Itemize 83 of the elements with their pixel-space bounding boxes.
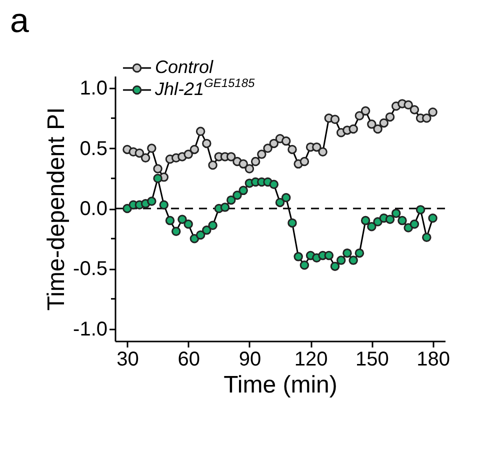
point: [226, 195, 236, 205]
point: [404, 100, 413, 110]
y-axis-title: Time-dependent PI: [43, 107, 70, 311]
point: [184, 150, 193, 159]
point: [294, 252, 303, 262]
point: [360, 216, 370, 226]
x-tick-label: 150: [355, 348, 389, 370]
point: [312, 142, 322, 152]
point: [244, 164, 254, 174]
chart-title: a: [10, 2, 29, 40]
point: [428, 108, 438, 117]
point: [360, 106, 370, 116]
point: [300, 156, 310, 166]
point: [330, 114, 340, 124]
point: [398, 216, 407, 226]
point: [379, 118, 389, 128]
point: [367, 120, 376, 129]
point: [318, 147, 328, 156]
point: [159, 200, 169, 210]
point: [202, 138, 212, 148]
y-tick-label: -0.5: [73, 258, 108, 280]
point: [410, 105, 420, 114]
point: [190, 144, 200, 154]
y-tick-label: 0.0: [80, 198, 108, 220]
point: [275, 198, 285, 208]
y-tick-label: 1.0: [80, 78, 108, 100]
point: [422, 232, 432, 242]
point: [422, 114, 432, 123]
point: [269, 180, 279, 190]
point: [324, 250, 334, 260]
point: [354, 248, 364, 258]
point: [196, 126, 206, 136]
point: [232, 190, 242, 200]
point: [153, 164, 162, 174]
point: [373, 124, 382, 134]
point: [147, 196, 156, 206]
point: [330, 262, 340, 271]
point: [428, 214, 438, 223]
point: [342, 248, 352, 258]
point: [416, 205, 426, 214]
point: [208, 160, 218, 170]
x-tick-label: 90: [238, 348, 262, 370]
point: [238, 159, 248, 169]
x-tick-label: 120: [294, 348, 328, 370]
point: [385, 214, 395, 224]
point: [288, 144, 297, 154]
point: [202, 226, 212, 235]
point: [140, 153, 150, 163]
point: [208, 220, 218, 230]
y-tick-label: 0.5: [80, 138, 108, 160]
point: [226, 152, 236, 162]
point: [238, 186, 248, 196]
point: [147, 144, 156, 153]
point: [281, 193, 291, 202]
point: [184, 220, 193, 229]
point: [410, 220, 420, 229]
x-tick-label: 60: [178, 348, 200, 370]
point: [178, 214, 187, 224]
y-tick-label: -1.0: [73, 318, 108, 340]
point: [257, 150, 266, 159]
point: [269, 138, 279, 148]
point: [385, 112, 395, 122]
point: [153, 174, 162, 183]
point: [367, 222, 376, 232]
point: [134, 148, 144, 158]
point: [165, 216, 175, 226]
point: [354, 111, 364, 120]
point: [250, 156, 260, 166]
legend-label: Control: [155, 57, 214, 77]
point: [348, 124, 358, 134]
point: [220, 202, 230, 212]
x-tick-label: 180: [416, 348, 450, 370]
point: [171, 226, 181, 236]
point: [300, 260, 310, 270]
point: [336, 256, 346, 265]
point: [288, 218, 297, 228]
point: [348, 256, 358, 265]
point: [196, 230, 206, 240]
point: [263, 144, 272, 153]
point: [391, 208, 401, 218]
x-axis-title: Time (min): [224, 372, 338, 398]
x-tick-label: 30: [116, 348, 139, 370]
point: [281, 136, 291, 146]
